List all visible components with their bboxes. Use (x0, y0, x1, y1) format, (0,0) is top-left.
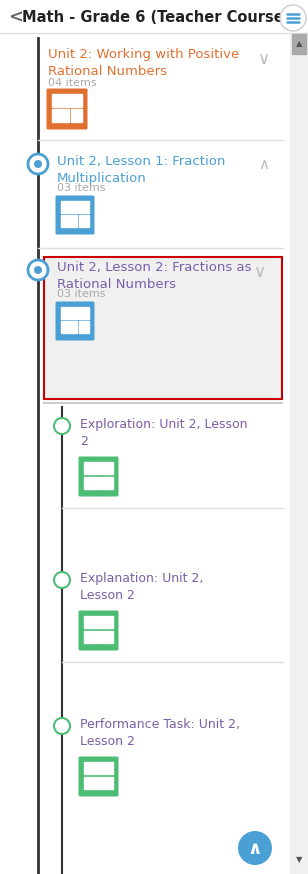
Text: ▲: ▲ (296, 39, 302, 48)
Text: Performance Task: Unit 2,
Lesson 2: Performance Task: Unit 2, Lesson 2 (80, 718, 240, 748)
FancyBboxPatch shape (79, 611, 119, 650)
Text: ∨: ∨ (258, 50, 270, 68)
Bar (84, 476, 100, 489)
Text: Unit 2: Working with Positive
Rational Numbers: Unit 2: Working with Positive Rational N… (48, 48, 239, 78)
Text: ∧: ∧ (248, 840, 262, 858)
Circle shape (34, 266, 42, 274)
Text: 03 items: 03 items (57, 183, 106, 193)
Bar (79, 215, 89, 226)
Bar (290, 33, 308, 874)
Circle shape (280, 5, 306, 31)
Bar (61, 307, 89, 319)
Circle shape (54, 572, 70, 588)
Text: 03 items: 03 items (57, 289, 106, 299)
Circle shape (28, 154, 48, 174)
Circle shape (54, 418, 70, 434)
FancyBboxPatch shape (79, 456, 119, 496)
Bar (71, 109, 82, 121)
Bar (61, 321, 77, 333)
FancyBboxPatch shape (44, 257, 282, 399)
Bar (61, 201, 89, 212)
Bar (84, 762, 113, 774)
Text: Unit 2, Lesson 2: Fractions as
Rational Numbers: Unit 2, Lesson 2: Fractions as Rational … (57, 261, 252, 291)
Text: ▼: ▼ (296, 856, 302, 864)
FancyBboxPatch shape (55, 302, 95, 341)
Text: ∧: ∧ (258, 157, 269, 172)
Bar (84, 630, 100, 642)
Text: <: < (8, 9, 23, 27)
Circle shape (238, 831, 272, 865)
Bar (84, 776, 100, 788)
Bar (79, 321, 89, 333)
Bar (52, 109, 69, 121)
Bar (292, 34, 306, 54)
Text: ∨: ∨ (254, 263, 266, 281)
Text: Exploration: Unit 2, Lesson
2: Exploration: Unit 2, Lesson 2 (80, 418, 248, 448)
FancyBboxPatch shape (79, 757, 119, 796)
FancyBboxPatch shape (47, 88, 87, 129)
Circle shape (54, 718, 70, 734)
Text: Unit 2, Lesson 1: Fraction
Multiplication: Unit 2, Lesson 1: Fraction Multiplicatio… (57, 155, 225, 185)
Text: Math - Grade 6 (Teacher Course): Math - Grade 6 (Teacher Course) (22, 10, 290, 25)
Bar (84, 616, 113, 628)
Bar (102, 630, 113, 642)
Bar (102, 476, 113, 489)
Text: Explanation: Unit 2,
Lesson 2: Explanation: Unit 2, Lesson 2 (80, 572, 203, 602)
Bar (84, 462, 113, 475)
Bar (102, 776, 113, 788)
FancyBboxPatch shape (55, 196, 95, 234)
Text: 04 items: 04 items (48, 78, 97, 88)
Circle shape (34, 160, 42, 168)
Bar (61, 215, 77, 226)
Bar (52, 94, 82, 107)
Circle shape (28, 260, 48, 280)
